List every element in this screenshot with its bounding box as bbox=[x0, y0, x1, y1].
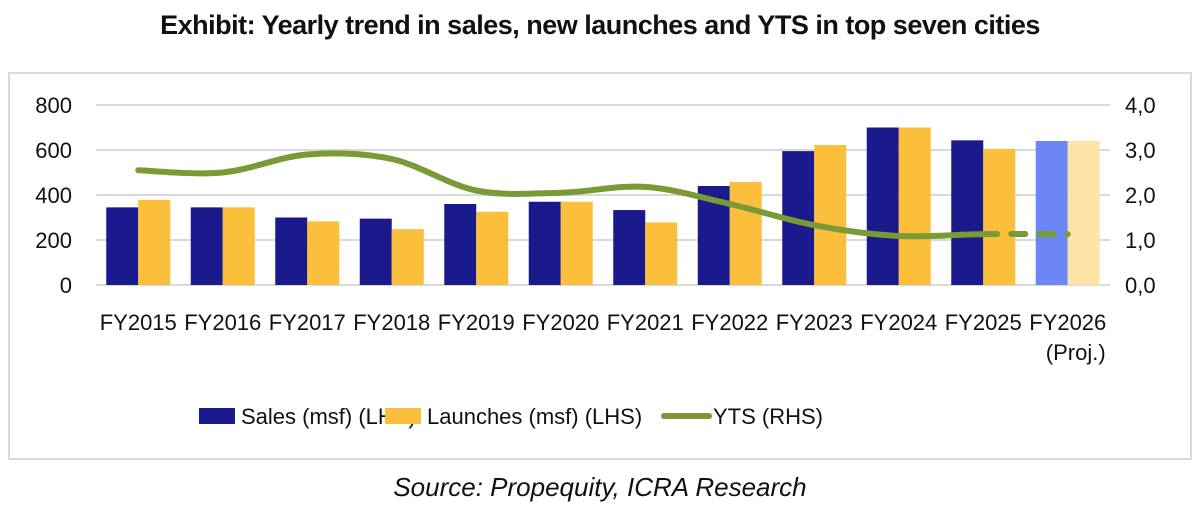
x-axis-label: FY2021 bbox=[607, 310, 684, 335]
launches-bar bbox=[222, 207, 255, 285]
launches-bar bbox=[1067, 141, 1100, 285]
x-axis-label: FY2016 bbox=[184, 310, 261, 335]
right-tick-label: 4,0 bbox=[1125, 93, 1156, 118]
x-axis-label: FY2019 bbox=[438, 310, 515, 335]
sales-bar bbox=[190, 207, 223, 285]
source-note: Source: Propequity, ICRA Research bbox=[393, 472, 807, 502]
bar-series bbox=[106, 127, 1100, 285]
legend: Sales (msf) (LHS) Launches (msf) (LHS) YTS… bbox=[199, 404, 823, 429]
launches-bar bbox=[645, 222, 678, 285]
right-tick-label: 0,0 bbox=[1125, 273, 1156, 298]
sales-bar bbox=[106, 207, 139, 285]
launches-bar bbox=[983, 148, 1016, 285]
sales-bar bbox=[866, 127, 899, 285]
sales-bar bbox=[444, 204, 477, 285]
x-axis-label: FY2020 bbox=[522, 310, 599, 335]
launches-bar bbox=[560, 201, 593, 285]
right-tick-label: 2,0 bbox=[1125, 183, 1156, 208]
launches-bar bbox=[898, 127, 931, 285]
x-axis-label: FY2024 bbox=[860, 310, 937, 335]
left-axis: 0 200 400 600 800 bbox=[35, 93, 72, 298]
sales-bar bbox=[951, 140, 984, 285]
x-axis-labels: FY2015 FY2016 FY2017 FY2018 FY2019 FY2020 FY20… bbox=[100, 310, 1107, 365]
left-tick-label: 200 bbox=[35, 228, 72, 253]
legend-label: Launches (msf) (LHS) bbox=[427, 404, 642, 429]
launches-bar bbox=[307, 221, 340, 285]
right-tick-label: 3,0 bbox=[1125, 138, 1156, 163]
x-axis-label: FY2015 bbox=[100, 310, 177, 335]
legend-swatch-bar bbox=[199, 408, 235, 424]
x-axis-label: FY2018 bbox=[353, 310, 430, 335]
chart-frame bbox=[8, 72, 1192, 460]
right-axis: 0,0 1,0 2,0 3,0 4,0 bbox=[1125, 93, 1156, 298]
launches-bar bbox=[814, 145, 847, 285]
x-axis-label: (Proj.) bbox=[1046, 340, 1106, 365]
yts-line-series bbox=[135, 150, 1071, 240]
sales-bar bbox=[613, 210, 646, 285]
left-tick-label: 600 bbox=[35, 138, 72, 163]
sales-bar bbox=[1035, 141, 1068, 285]
launches-bar bbox=[391, 229, 424, 285]
left-tick-label: 0 bbox=[60, 273, 72, 298]
launches-bar bbox=[729, 181, 762, 285]
legend-label: YTS (RHS) bbox=[713, 404, 823, 429]
x-axis-label: FY2017 bbox=[269, 310, 346, 335]
chart-title: Exhibit: Yearly trend in sales, new laun… bbox=[160, 10, 1040, 40]
gridlines bbox=[96, 104, 1110, 286]
x-axis-label: FY2022 bbox=[691, 310, 768, 335]
legend-swatch-bar bbox=[385, 408, 421, 424]
sales-bar bbox=[275, 217, 308, 285]
x-axis-label: FY2023 bbox=[776, 310, 853, 335]
x-axis-label: FY2025 bbox=[945, 310, 1022, 335]
sales-bar bbox=[359, 218, 392, 285]
left-tick-label: 800 bbox=[35, 93, 72, 118]
left-tick-label: 400 bbox=[35, 183, 72, 208]
yts-line bbox=[135, 150, 987, 240]
launches-bar bbox=[476, 211, 509, 285]
x-axis-label: FY2026 bbox=[1029, 310, 1106, 335]
right-tick-label: 1,0 bbox=[1125, 228, 1156, 253]
launches-bar bbox=[138, 199, 171, 285]
sales-bar bbox=[528, 201, 561, 285]
